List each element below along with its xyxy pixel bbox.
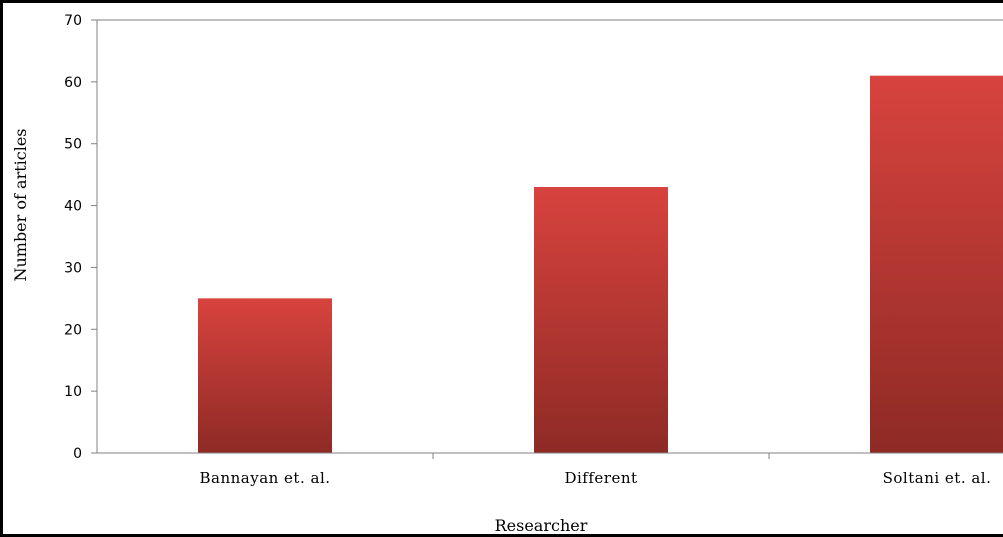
- bar-3: [870, 75, 1003, 454]
- x-tick-label: Bannayan et. al.: [199, 469, 330, 487]
- x-tick-label: Different: [564, 469, 637, 487]
- y-tick-label: 30: [64, 260, 82, 276]
- bar-2: [534, 187, 668, 453]
- y-tick-label: 40: [64, 199, 82, 215]
- x-axis-title: Researcher: [495, 516, 588, 535]
- y-tick-label: 60: [64, 75, 82, 91]
- y-tick-label: 10: [64, 384, 82, 400]
- y-axis-title: Number of articles: [11, 128, 30, 281]
- y-tick-label: 70: [64, 13, 82, 29]
- x-tick-label: Soltani et. al.: [883, 469, 992, 487]
- y-tick-label: 0: [73, 446, 82, 462]
- y-tick-label: 20: [64, 322, 82, 338]
- y-tick-label: 50: [64, 137, 82, 153]
- bar-1: [198, 298, 332, 453]
